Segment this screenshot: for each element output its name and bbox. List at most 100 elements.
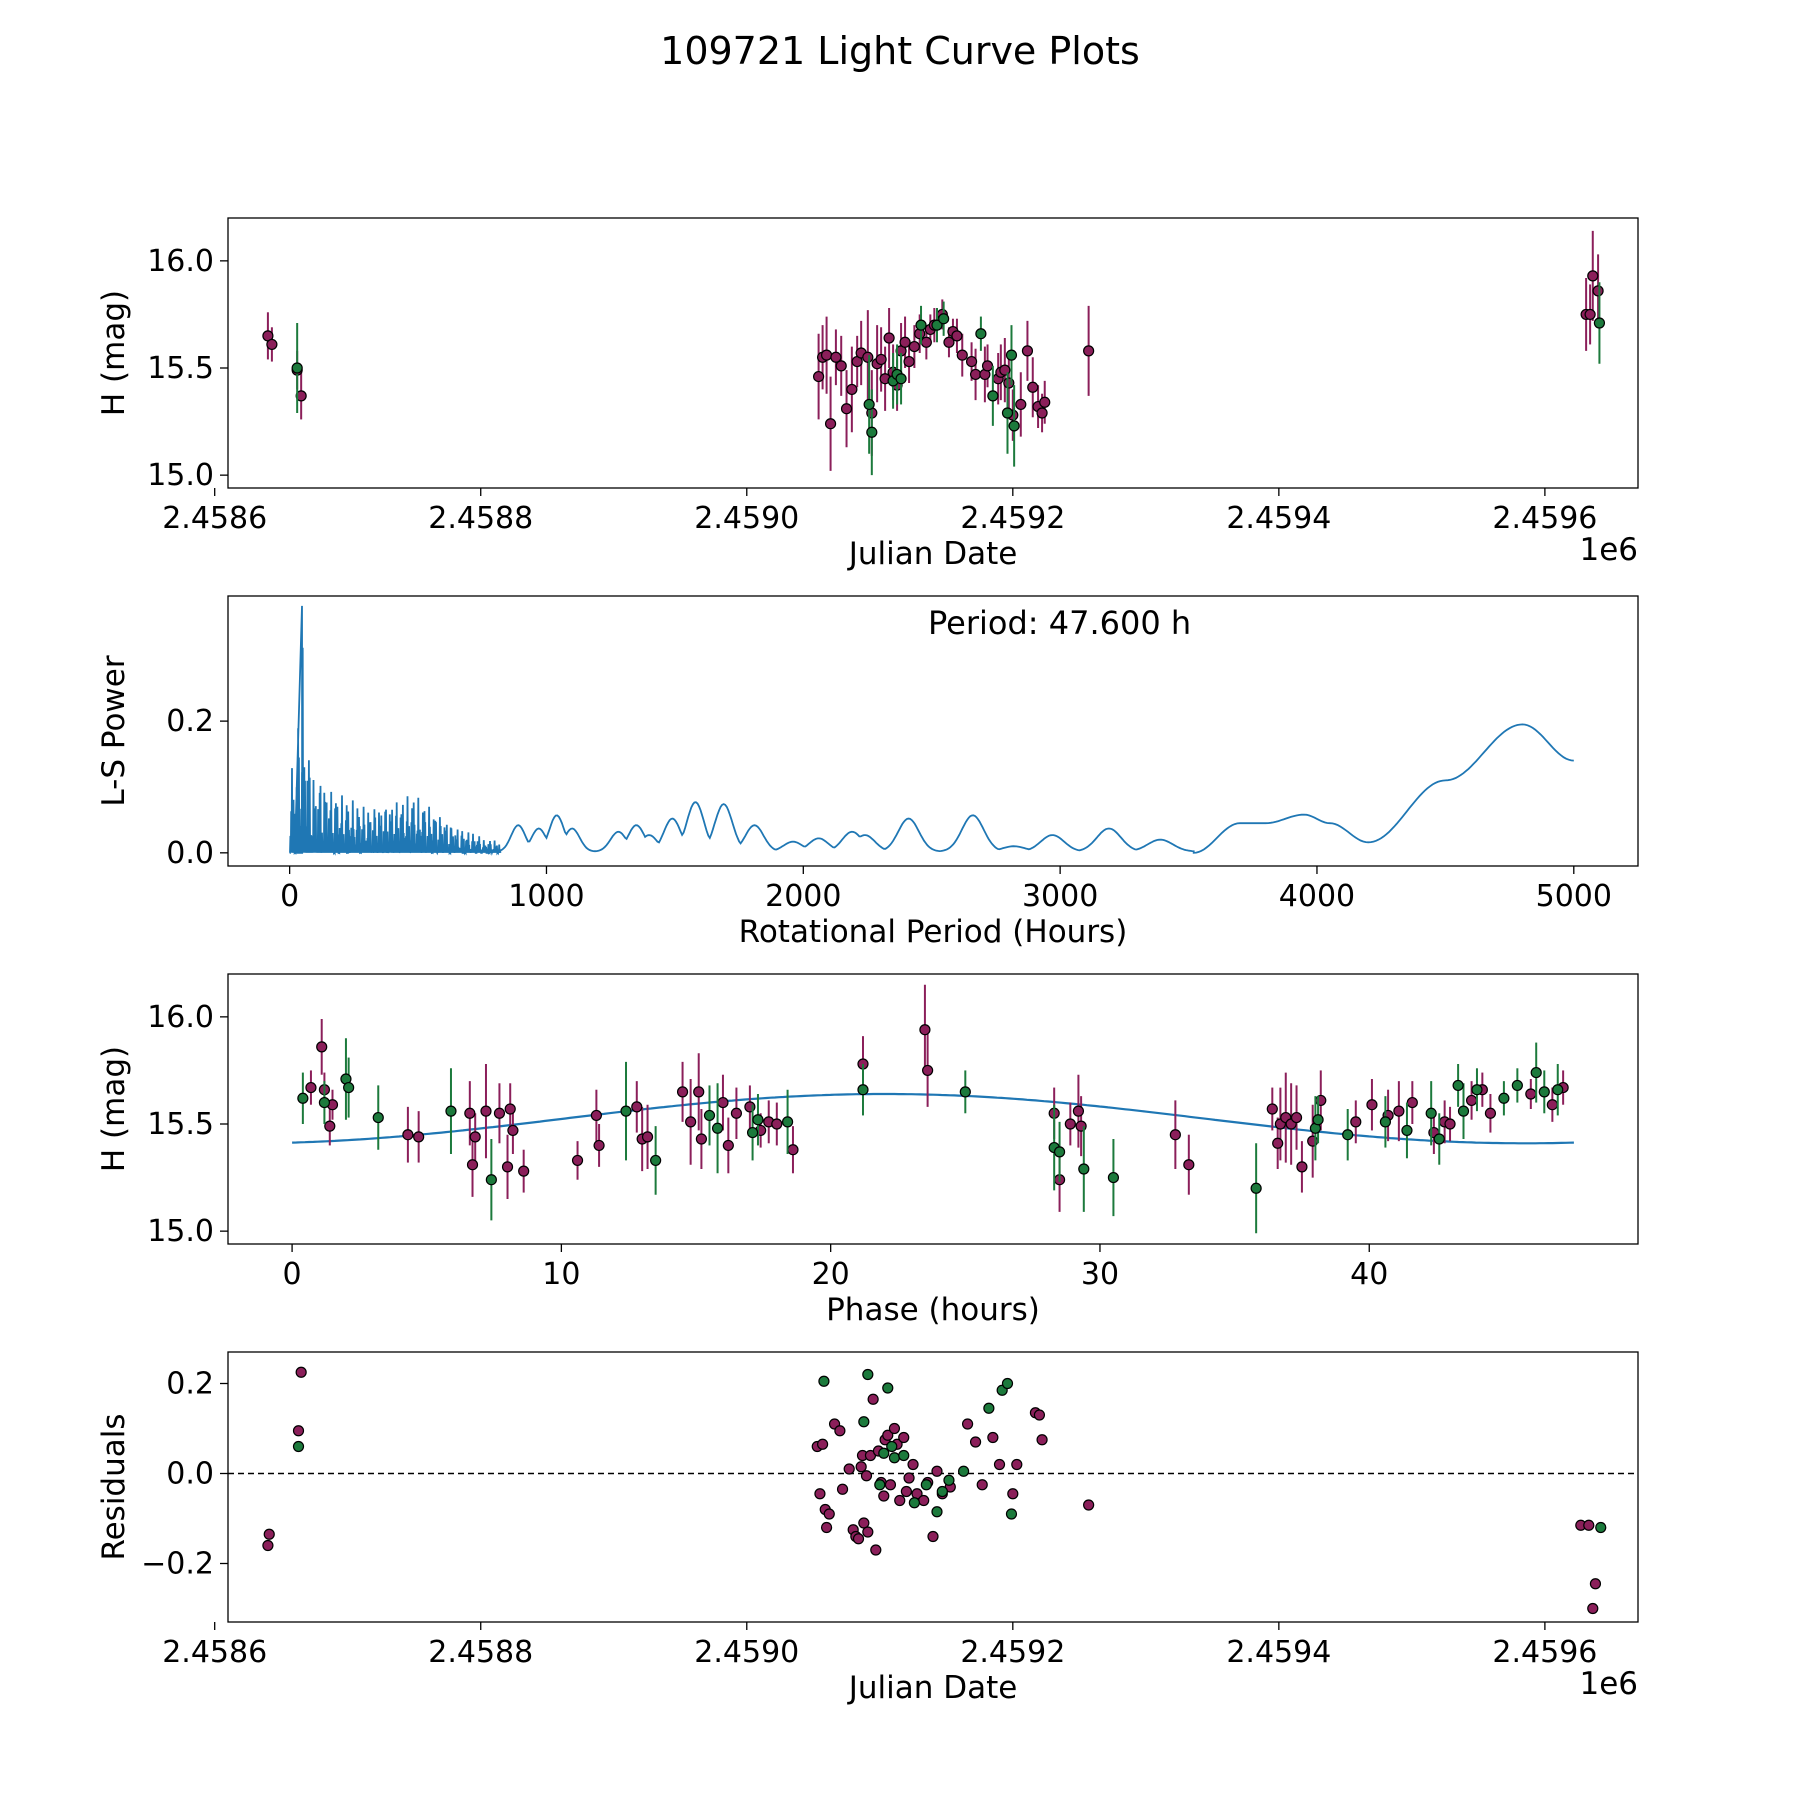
- phased-point-green: [857, 1084, 869, 1096]
- phased-point-green: [752, 1114, 764, 1126]
- residuals-point-green: [888, 1452, 901, 1464]
- figure-title: 109721 Light Curve Plots: [660, 29, 1140, 73]
- lightcurve-point-green: [915, 319, 927, 331]
- phased-xlabel: Phase (hours): [826, 1292, 1040, 1328]
- phased-point-green: [1078, 1163, 1090, 1175]
- residuals-point-purple: [852, 1533, 865, 1545]
- residuals-xtick-label: 2.4588: [428, 1635, 533, 1670]
- periodogram-xtick-label: 0: [280, 879, 299, 914]
- periodogram-xlabel: Rotational Period (Hours): [739, 914, 1128, 950]
- phased-xtick-label: 30: [1081, 1257, 1119, 1292]
- periodogram-ylabel: L-S Power: [96, 655, 132, 806]
- phased-point-green: [1250, 1182, 1262, 1194]
- residuals-point-purple: [907, 1458, 919, 1471]
- phased-point-purple: [1546, 1099, 1558, 1111]
- lightcurve-point-purple: [862, 351, 874, 363]
- residuals-point-green: [874, 1479, 886, 1491]
- phased-point-green: [485, 1174, 497, 1186]
- residuals-point-purple: [894, 1494, 906, 1507]
- residuals-point-purple: [878, 1490, 890, 1502]
- lightcurve-point-purple: [899, 336, 911, 348]
- phased-point-green: [1425, 1107, 1437, 1119]
- phased-point-purple: [305, 1081, 317, 1094]
- lightcurve-point-purple: [813, 370, 825, 383]
- phased-ylabel: H (mag): [96, 1046, 132, 1172]
- periodogram-xtick-label: 3000: [1022, 879, 1098, 914]
- residuals-panel: 2.4586 2.4588 2.4590 2.4592 2.4594 2.4596 −0.2…: [96, 1351, 1639, 1706]
- residuals-xtick-label: 2.4590: [694, 1635, 799, 1670]
- phased-point-green: [746, 1126, 759, 1139]
- residuals-data-layer: [228, 1366, 1638, 1615]
- phased-point-purple: [771, 1118, 783, 1130]
- lightcurve-point-purple: [908, 340, 920, 353]
- phased-point-purple: [695, 1133, 708, 1145]
- phased-point-purple: [571, 1154, 584, 1167]
- residuals-point-purple: [855, 1461, 867, 1473]
- residuals-point-purple: [1011, 1458, 1023, 1471]
- lightcurve-point-purple: [1027, 381, 1039, 393]
- phased-point-purple: [316, 1041, 328, 1053]
- residuals-point-green: [898, 1449, 910, 1462]
- lightcurve-point-purple: [1021, 345, 1034, 357]
- phased-point-purple: [1169, 1129, 1181, 1141]
- phased-point-green: [318, 1096, 331, 1109]
- periodogram-ytick-label: 0.2: [166, 704, 214, 739]
- periodogram-line: [289, 605, 1574, 856]
- periodogram-xtick-label: 5000: [1536, 879, 1612, 914]
- lightcurve-ytick-label: 16.0: [147, 244, 214, 279]
- phased-ytick-label: 15.5: [147, 1107, 214, 1142]
- lightcurve-xtick-label: 2.4592: [960, 501, 1065, 536]
- phased-point-purple: [507, 1124, 519, 1137]
- lightcurve-point-purple: [846, 383, 858, 396]
- phased-point-green: [1342, 1129, 1354, 1141]
- phased-point-green: [1511, 1079, 1523, 1092]
- lightcurve-point-green: [931, 319, 943, 331]
- phased-axes-frame: [227, 973, 1639, 1245]
- residuals-xtick-label: 2.4586: [162, 1635, 267, 1670]
- residuals-point-green: [920, 1479, 932, 1491]
- lightcurve-point-purple: [956, 349, 968, 361]
- phased-point-purple: [676, 1086, 689, 1098]
- lightcurve-point-purple: [1039, 396, 1051, 408]
- phased-data-layer: [292, 984, 1574, 1234]
- lightcurve-point-green: [975, 328, 987, 340]
- lightcurve-data-layer: [262, 230, 1606, 476]
- phased-point-green: [445, 1105, 457, 1117]
- phased-point-green: [1498, 1092, 1510, 1104]
- phased-point-green: [1053, 1146, 1066, 1158]
- phased-point-purple: [1406, 1096, 1418, 1109]
- residuals-xtick-label: 2.4592: [960, 1635, 1065, 1670]
- phased-point-purple: [590, 1109, 602, 1122]
- lightcurve-point-purple: [266, 338, 278, 351]
- lightcurve-ytick-label: 15.0: [147, 458, 214, 493]
- residuals-point-green: [957, 1465, 970, 1477]
- residuals-xtick-label: 2.4596: [1492, 1635, 1597, 1670]
- residuals-point-purple: [969, 1436, 982, 1448]
- residuals-point-purple: [927, 1530, 939, 1543]
- phased-point-purple: [1064, 1118, 1076, 1130]
- phased-point-green: [1457, 1105, 1470, 1117]
- residuals-point-purple: [860, 1470, 873, 1482]
- residuals-point-green: [936, 1485, 948, 1498]
- residuals-ylabel: Residuals: [96, 1413, 132, 1560]
- phased-point-green: [1401, 1124, 1413, 1137]
- phased-point-purple: [464, 1107, 476, 1119]
- residuals-point-purple: [295, 1366, 307, 1378]
- periodogram-xtick-label: 2000: [765, 879, 841, 914]
- lightcurve-point-purple: [835, 360, 847, 372]
- phased-point-purple: [1072, 1105, 1085, 1117]
- residuals-point-green: [931, 1506, 943, 1518]
- lightcurve-point-purple: [875, 353, 887, 366]
- lightcurve-point-green: [1008, 420, 1020, 432]
- phased-point-purple: [469, 1131, 481, 1143]
- residuals-point-purple: [961, 1418, 974, 1430]
- residuals-offset-text: 1e6: [1579, 1666, 1638, 1702]
- lightcurve-point-purple: [1592, 285, 1604, 297]
- residuals-point-purple: [898, 1431, 910, 1444]
- phased-point-purple: [722, 1139, 734, 1152]
- lightcurve-point-purple: [903, 355, 915, 368]
- residuals-point-green: [983, 1402, 995, 1414]
- phased-fit-curve: [292, 1092, 1574, 1145]
- residuals-point-green: [858, 1416, 870, 1428]
- residuals-point-purple: [903, 1472, 915, 1484]
